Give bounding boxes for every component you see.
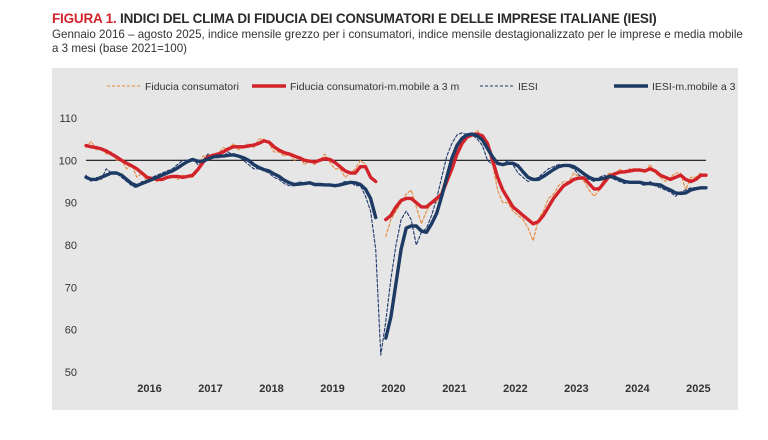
x-tick-label: 2023 — [564, 383, 588, 395]
legend-label: IESI-m.mobile a 3 m — [652, 81, 738, 93]
series-line-fiducia-consumatori-m-mobile-a-3-m — [84, 139, 378, 184]
figure-header: FIGURA 1. INDICI DEL CLIMA DI FIDUCIA DE… — [52, 10, 752, 56]
figure-subtitle: Gennaio 2016 – agosto 2025, indice mensi… — [52, 28, 743, 55]
y-tick-label: 50 — [65, 367, 77, 379]
x-axis: 2016 2017 2018 2019 2020 2021 2022 2023 2024 2025 — [137, 383, 710, 395]
series-group — [84, 130, 708, 356]
x-tick-label: 2016 — [137, 383, 161, 395]
x-tick-label: 2018 — [259, 383, 283, 395]
legend-label: IESI — [518, 81, 538, 93]
x-tick-label: 2025 — [686, 383, 710, 395]
y-tick-label: 70 — [65, 282, 77, 294]
x-tick-label: 2017 — [198, 383, 222, 395]
x-tick-label: 2024 — [625, 383, 650, 395]
series-line-iesi-m-mobile-a-3-m — [384, 132, 708, 340]
figure-label: FIGURA 1. — [52, 11, 117, 26]
series-line-iesi-m-mobile-a-3-m — [84, 153, 378, 220]
y-tick-label: 80 — [65, 240, 77, 252]
x-tick-label: 2021 — [442, 383, 466, 395]
figure-title: FIGURA 1. INDICI DEL CLIMA DI FIDUCIA DE… — [52, 10, 752, 27]
x-tick-label: 2020 — [381, 383, 405, 395]
figure-title-text: INDICI DEL CLIMA DI FIDUCIA DEI CONSUMAT… — [120, 11, 657, 26]
y-tick-label: 60 — [65, 325, 77, 337]
legend: Fiducia consumatori Fiducia consumatori-m… — [107, 81, 738, 93]
line-chart: Fiducia consumatori Fiducia consumatori-m… — [59, 81, 738, 395]
y-tick-label: 100 — [59, 155, 77, 167]
legend-label: Fiducia consumatori — [145, 81, 239, 93]
y-tick-label: 110 — [59, 113, 77, 125]
y-axis: 50 60 70 80 90 100 110 — [59, 113, 77, 379]
chart-panel: Fiducia consumatori Fiducia consumatori-m… — [52, 68, 738, 410]
y-tick-label: 90 — [65, 198, 77, 210]
x-tick-label: 2022 — [503, 383, 527, 395]
x-tick-label: 2019 — [320, 383, 344, 395]
legend-label: Fiducia consumatori-m.mobile a 3 m — [290, 81, 459, 93]
series-line-fiducia-consumatori-m-mobile-a-3-m — [384, 132, 708, 226]
